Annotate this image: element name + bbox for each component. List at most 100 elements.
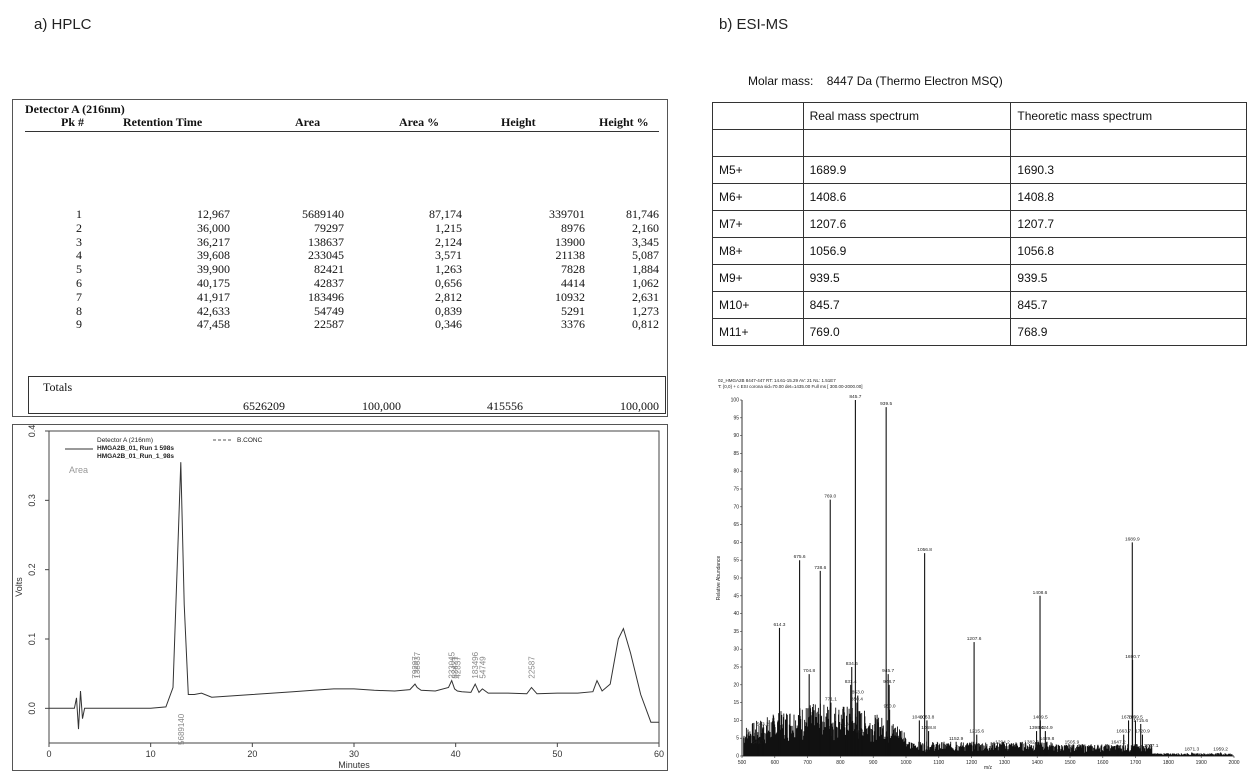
peak-label: 1689.9: [1125, 536, 1140, 542]
peak-label: 864.7: [856, 729, 868, 735]
hplc-cell: 3,345: [632, 234, 659, 249]
panel-label-hplc: a) HPLC: [34, 16, 92, 33]
panel-label-esims: b) ESI-MS: [719, 16, 789, 33]
y-tick-label: 0.1: [27, 633, 37, 646]
molar-mass-label: Molar mass:: [748, 74, 814, 88]
hplc-cell: 13900: [555, 234, 585, 249]
peak-label: 1690.7: [1125, 654, 1140, 660]
peak-label: 1429.8: [1040, 736, 1055, 742]
peak-label: 1056.8: [917, 547, 932, 553]
y-tick-label: 35: [733, 629, 739, 635]
mass-table-row: M10+ 845.7 845.7: [712, 291, 1247, 319]
y-tick-label: 80: [733, 469, 739, 475]
molar-mass-value: 8447 Da (Thermo Electron MSQ): [826, 74, 1003, 88]
hplc-cell: 39,900: [197, 262, 230, 277]
hplc-cell: 0,346: [435, 317, 462, 332]
peak-label: 831.4: [845, 679, 857, 685]
hplc-cell: 21138: [555, 248, 585, 263]
theoretic-mass-cell: 1207.7: [1010, 210, 1247, 238]
hplc-cell: 81,746: [626, 207, 659, 221]
mass-header-real: Real mass spectrum: [802, 102, 1012, 130]
hplc-cell: 10932: [555, 289, 585, 304]
hplc-cell: 54749: [314, 303, 344, 318]
totals-height-pct: 100,000: [620, 399, 659, 413]
hplc-cell: 40,175: [197, 276, 230, 290]
hplc-cell: 2,160: [632, 220, 659, 235]
peak-label: 1063.8: [920, 714, 935, 720]
x-tick-label: 600: [771, 760, 780, 766]
y-tick-label: 55: [733, 558, 739, 564]
y-tick-label: 0.4: [27, 425, 37, 437]
hplc-cell: 2,812: [435, 289, 462, 304]
peak-label: 818.6: [840, 722, 852, 728]
y-axis-label: Volts: [14, 577, 24, 597]
empty-cell: [802, 129, 1012, 157]
x-tick-label: 1700: [1130, 760, 1141, 766]
hplc-cell: 12,967: [197, 207, 230, 221]
header-height-pct: Height %: [599, 115, 649, 129]
y-tick-label: 5: [736, 736, 739, 742]
x-tick-label: 50: [552, 749, 562, 759]
header-retention-time: Retention Time: [123, 115, 203, 129]
peak-label: 1382.6: [1024, 739, 1039, 745]
hplc-cell: 5291: [561, 303, 585, 318]
mass-table-empty-row: [712, 129, 1247, 157]
peak-label: 945.7: [882, 668, 894, 674]
charge-state-cell: M8+: [712, 237, 804, 265]
peak-area-label: 22587: [527, 656, 536, 679]
charge-state-cell: M7+: [712, 210, 804, 238]
hplc-cell: 36,217: [197, 234, 230, 249]
legend-entry: B.CONC: [237, 437, 263, 444]
x-tick-label: 60: [654, 749, 664, 759]
real-mass-cell: 1408.6: [802, 183, 1012, 211]
mass-header-blank: [712, 102, 804, 130]
empty-cell: [712, 129, 804, 157]
y-tick-label: 45: [733, 593, 739, 599]
hplc-cell: 1,273: [632, 303, 659, 318]
peak-label: 1068.8: [921, 725, 936, 731]
y-tick-label: 85: [733, 451, 739, 457]
peak-area-label: 42837: [453, 656, 462, 679]
theoretic-mass-cell: 1690.3: [1010, 156, 1247, 184]
header-pk: Pk #: [61, 115, 85, 129]
empty-cell: [1010, 129, 1247, 157]
x-tick-label: 1000: [900, 760, 911, 766]
y-tick-label: 0.0: [27, 702, 37, 715]
peak-label: 738.6: [814, 565, 826, 571]
y-tick-label: 60: [733, 540, 739, 546]
peak-label: 948.7: [883, 679, 895, 685]
theoretic-mass-cell: 939.5: [1010, 264, 1247, 292]
hplc-cell: 22587: [314, 317, 344, 332]
hplc-cell: 5689140: [302, 207, 344, 221]
peak-label: 1959.2: [1213, 746, 1228, 752]
molar-mass-line: Molar mass: 8447 Da (Thermo Electron MSQ…: [748, 74, 1003, 88]
mass-table-row: M8+ 1056.9 1056.8: [712, 237, 1247, 265]
legend-entry: HMGA2B_01, Run 1 598s: [97, 445, 174, 452]
peak-area-label: 5689140: [177, 713, 186, 745]
real-mass-cell: 769.0: [802, 318, 1012, 346]
peak-label: 1040.7: [912, 714, 927, 720]
peak-label: 1699.5: [1128, 714, 1143, 720]
peak-label: 1409.5: [1033, 714, 1048, 720]
hplc-cell: 0,839: [435, 303, 462, 318]
x-axis-label: m/z: [984, 765, 993, 769]
mass-table-row: M11+ 769.0 768.9: [712, 318, 1247, 346]
hplc-cell: 0,812: [632, 317, 659, 332]
hplc-cell: 1: [76, 207, 82, 221]
peak-label: 1678.5: [1121, 714, 1136, 720]
x-tick-label: 20: [247, 749, 257, 759]
x-tick-label: 1400: [1032, 760, 1043, 766]
x-tick-label: 700: [803, 760, 812, 766]
peak-area-label: 183496: [471, 651, 480, 678]
theoretic-mass-cell: 1408.8: [1010, 183, 1247, 211]
hplc-cell: 1,884: [632, 262, 659, 277]
hplc-cell: 3376: [561, 317, 585, 332]
peak-label: 853.0: [852, 689, 864, 695]
peak-label: 704.8: [803, 668, 815, 674]
y-tick-label: 0.2: [27, 563, 37, 576]
peak-label: 549.7: [752, 739, 764, 745]
header-area-pct: Area %: [399, 115, 440, 129]
totals-area: 6526209: [243, 399, 285, 413]
peak-label: 950.0: [884, 704, 896, 710]
theoretic-mass-cell: 768.9: [1010, 318, 1247, 346]
